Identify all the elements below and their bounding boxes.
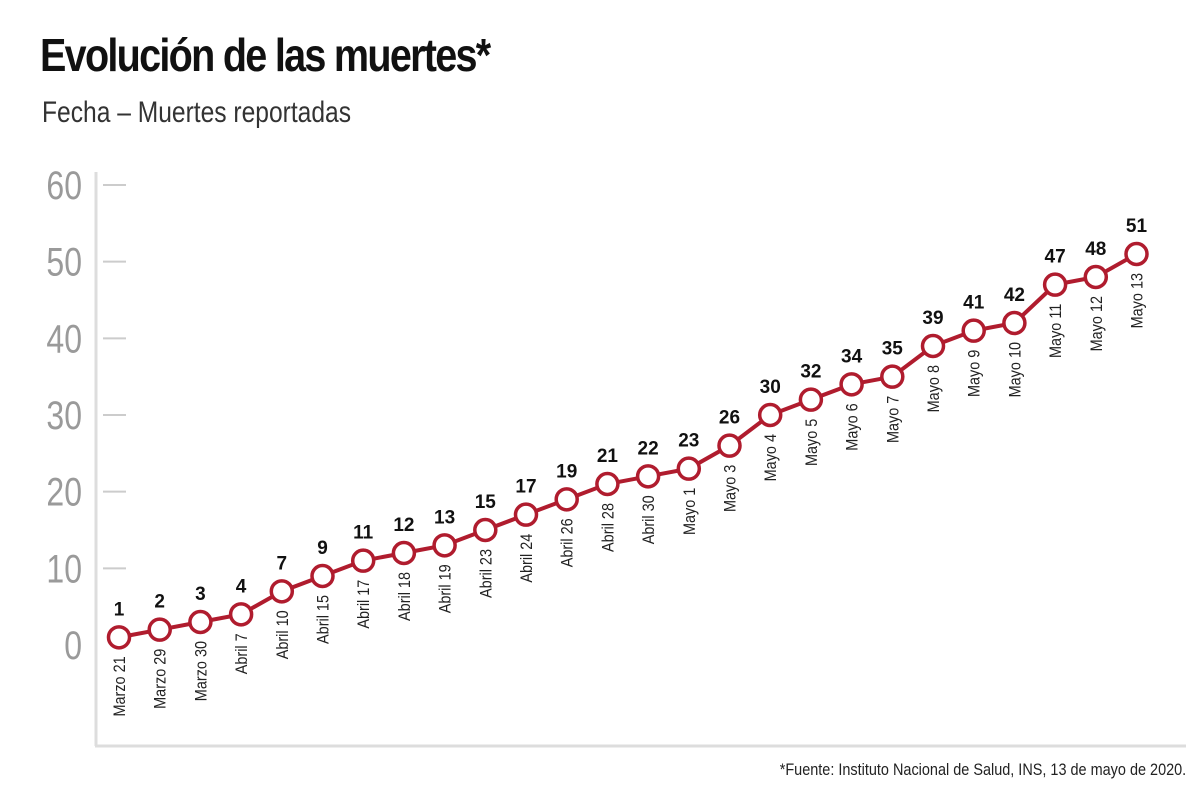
data-label: 34 — [841, 346, 863, 367]
data-label: 7 — [277, 553, 288, 574]
data-point — [350, 548, 376, 573]
data-label: 35 — [882, 339, 904, 360]
x-category-label: Mayo 8 — [925, 365, 943, 413]
data-label: 30 — [760, 377, 781, 398]
data-label: 41 — [963, 293, 985, 314]
data-point — [473, 517, 498, 543]
data-point — [676, 456, 702, 481]
x-category-label: Marzo 29 — [152, 648, 170, 708]
x-category-label: Abril 15 — [314, 595, 332, 644]
data-label: 48 — [1085, 239, 1106, 260]
y-tick-label: 10 — [46, 546, 82, 591]
x-category-label: Mayo 7 — [884, 396, 902, 443]
y-tick-label: 20 — [46, 469, 82, 514]
y-tick-label: 40 — [46, 316, 82, 361]
x-category-label: Abril 28 — [599, 503, 617, 552]
data-point — [513, 502, 539, 527]
data-point — [1042, 272, 1068, 297]
x-category-label: Abril 30 — [640, 495, 658, 544]
x-category-label: Mayo 9 — [966, 349, 984, 397]
data-label: 13 — [434, 507, 455, 528]
data-point — [391, 540, 417, 566]
data-point — [880, 364, 905, 389]
data-label: 23 — [678, 431, 699, 452]
x-category-label: Marzo 30 — [192, 641, 210, 701]
data-label: 1 — [114, 599, 125, 620]
data-point — [757, 402, 783, 428]
x-category-label: Mayo 12 — [1088, 296, 1106, 351]
data-label: 2 — [154, 592, 165, 613]
x-category-label: Mayo 6 — [844, 403, 862, 451]
y-tick-label: 50 — [46, 239, 82, 284]
data-label: 3 — [195, 584, 206, 605]
data-label: 47 — [1045, 247, 1066, 268]
data-point — [920, 333, 946, 359]
data-label: 17 — [515, 477, 536, 498]
data-point — [432, 533, 457, 558]
data-label: 11 — [353, 523, 374, 544]
data-point — [554, 487, 579, 512]
x-category-label: Mayo 13 — [1128, 273, 1146, 329]
x-category-label: Mayo 4 — [762, 434, 780, 482]
data-label: 12 — [393, 515, 414, 536]
source-note: *Fuente: Instituto Nacional de Salud, IN… — [779, 760, 1186, 779]
data-point — [1002, 310, 1027, 336]
data-point — [269, 579, 295, 604]
x-category-label: Abril 24 — [518, 533, 536, 582]
data-label: 4 — [236, 576, 247, 597]
data-point — [147, 617, 172, 642]
x-category-label: Abril 17 — [355, 580, 373, 629]
x-category-label: Abril 18 — [396, 572, 414, 621]
data-label: 39 — [922, 308, 943, 329]
y-tick-label: 0 — [64, 623, 82, 668]
x-category-label: Abril 10 — [274, 610, 292, 659]
chart-subtitle: Fecha – Muertes reportadas — [42, 96, 352, 129]
data-point — [188, 609, 213, 635]
x-category-label: Mayo 10 — [1006, 342, 1024, 398]
data-point — [798, 387, 824, 412]
x-category-label: Abril 23 — [477, 549, 495, 598]
data-point — [635, 464, 661, 489]
data-label: 51 — [1126, 216, 1148, 237]
y-tick-label: 30 — [46, 393, 82, 438]
y-tick-label: 60 — [46, 163, 82, 208]
data-label: 32 — [800, 362, 821, 383]
data-label: 42 — [1004, 285, 1025, 306]
x-category-label: Mayo 1 — [681, 488, 699, 535]
data-point — [839, 372, 864, 397]
data-label: 26 — [719, 408, 740, 429]
data-point — [595, 471, 620, 497]
data-point — [1083, 264, 1109, 290]
data-point — [1124, 241, 1149, 267]
x-category-label: Mayo 5 — [803, 418, 821, 466]
x-category-label: Mayo 11 — [1047, 304, 1065, 358]
x-category-label: Abril 19 — [437, 564, 455, 613]
data-label: 19 — [556, 461, 577, 482]
data-point — [717, 433, 742, 458]
data-label: 21 — [597, 446, 619, 467]
data-label: 15 — [475, 492, 497, 513]
x-category-label: Abril 7 — [233, 633, 251, 674]
data-point — [228, 602, 254, 627]
chart-title: Evolución de las muertes* — [40, 29, 491, 81]
x-category-label: Abril 26 — [559, 518, 577, 567]
data-point — [106, 625, 132, 650]
data-point — [961, 318, 986, 343]
data-label: 22 — [638, 438, 659, 459]
data-point — [310, 563, 335, 589]
data-label: 9 — [317, 538, 328, 559]
x-category-label: Mayo 3 — [721, 464, 739, 512]
x-category-label: Marzo 21 — [111, 656, 129, 716]
